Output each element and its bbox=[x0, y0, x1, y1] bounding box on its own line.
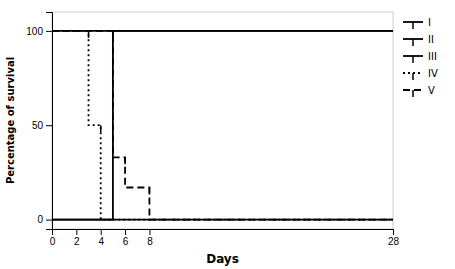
tick-label: 4 bbox=[98, 236, 104, 247]
legend-marker bbox=[412, 73, 414, 80]
series-line bbox=[52, 31, 393, 220]
tick-label: 100 bbox=[26, 26, 43, 37]
series-group bbox=[52, 31, 393, 220]
tick-label: 2 bbox=[74, 236, 80, 247]
legend-label: II bbox=[428, 34, 434, 45]
tick-label: 6 bbox=[123, 236, 129, 247]
tick: 0 bbox=[50, 229, 56, 247]
tick-label: 50 bbox=[32, 120, 44, 131]
legend-item: II bbox=[403, 34, 434, 47]
tick-label: 0 bbox=[50, 236, 56, 247]
legend-marker bbox=[412, 90, 414, 97]
tick-mark bbox=[125, 229, 126, 235]
legend-label: III bbox=[428, 51, 437, 62]
legend-marker bbox=[412, 39, 414, 46]
tick-mark bbox=[46, 220, 52, 221]
tick: 8 bbox=[147, 229, 153, 247]
axis-line bbox=[53, 230, 394, 236]
tick-label: 28 bbox=[388, 236, 400, 247]
tick: 0 bbox=[37, 214, 52, 225]
legend-item: IV bbox=[403, 68, 438, 81]
tick-mark bbox=[393, 229, 394, 235]
marker bbox=[88, 31, 90, 38]
y-axis: 0 50 100 bbox=[26, 13, 52, 230]
plot-frame bbox=[52, 12, 393, 229]
tick-mark bbox=[76, 229, 77, 235]
legend-item: III bbox=[403, 51, 437, 64]
tick: 6 bbox=[123, 229, 129, 247]
tick-mark bbox=[101, 229, 102, 235]
legend: IIIIIIIVV bbox=[403, 17, 438, 98]
tick-label: 0 bbox=[37, 214, 43, 225]
marker bbox=[149, 187, 151, 194]
marker bbox=[112, 31, 114, 38]
tick: 100 bbox=[26, 26, 52, 37]
tick: 28 bbox=[388, 229, 400, 247]
legend-label: IV bbox=[428, 68, 438, 79]
tick-mark bbox=[46, 125, 52, 126]
legend-label: V bbox=[428, 85, 435, 96]
plot: 0 2 4 6 8 28 0 50 100 bbox=[26, 12, 399, 247]
axis-line bbox=[46, 13, 53, 230]
chart: 0 2 4 6 8 28 0 50 100 Days Percentage of survival I… bbox=[0, 0, 455, 269]
tick-label: 8 bbox=[147, 236, 153, 247]
marker bbox=[100, 125, 102, 132]
y-axis-title: Percentage of survival bbox=[5, 57, 16, 184]
legend-marker bbox=[412, 56, 414, 63]
tick-mark bbox=[46, 31, 52, 32]
legend-marker bbox=[412, 22, 414, 29]
tick: 50 bbox=[32, 120, 52, 131]
tick: 4 bbox=[98, 229, 104, 247]
tick: 2 bbox=[74, 229, 80, 247]
tick-mark bbox=[149, 229, 150, 235]
legend-label: I bbox=[428, 17, 431, 28]
x-axis: 0 2 4 6 8 28 bbox=[50, 229, 400, 247]
series-line bbox=[52, 31, 393, 220]
legend-item: V bbox=[403, 85, 435, 98]
marker bbox=[124, 157, 126, 164]
x-axis-title: Days bbox=[206, 252, 239, 266]
series-line bbox=[52, 31, 393, 220]
legend-item: I bbox=[403, 17, 431, 30]
